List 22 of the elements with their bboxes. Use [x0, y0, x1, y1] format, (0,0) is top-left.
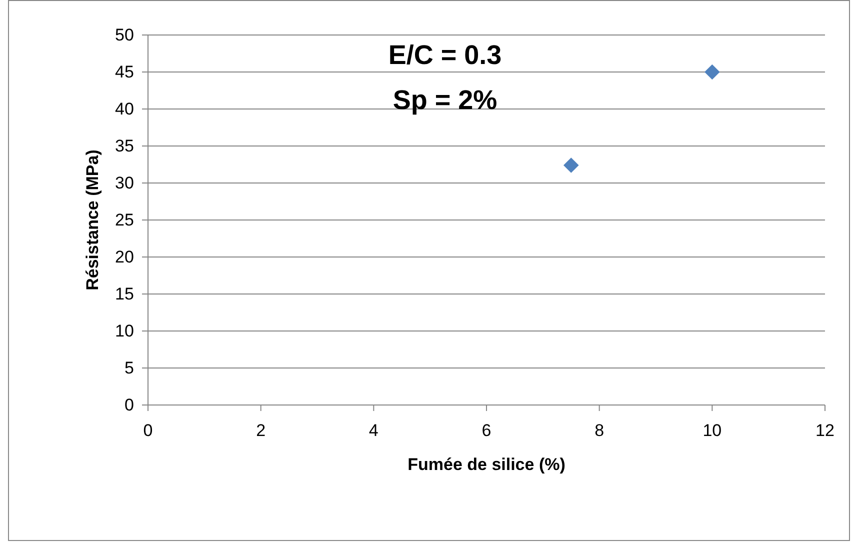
y-tick-label: 25	[114, 210, 134, 230]
annotation: Sp = 2%	[392, 85, 498, 115]
x-tick-label: 4	[368, 421, 378, 440]
x-tick-label: 0	[143, 421, 153, 440]
x-tick-label: 8	[594, 421, 604, 440]
x-tick-label: 2	[256, 421, 266, 440]
y-tick-label: 35	[114, 136, 134, 156]
x-axis-title: Fumée de silice (%)	[408, 455, 566, 474]
x-tick-label: 12	[816, 421, 834, 440]
x-tick-label: 10	[702, 421, 722, 440]
y-tick-label: 15	[114, 284, 134, 304]
y-tick-label: 40	[114, 99, 134, 118]
y-tick-label: 45	[114, 62, 134, 82]
y-tick-label: 5	[124, 358, 134, 378]
y-axis-title: Résistance (MPa)	[83, 150, 102, 290]
y-tick-label: 30	[114, 173, 134, 192]
annotation: E/C = 0.3	[388, 40, 502, 70]
y-tick-label: 50	[114, 25, 134, 44]
y-tick-label: 0	[124, 395, 134, 414]
x-tick-label: 6	[482, 421, 492, 440]
y-tick-label: 20	[114, 247, 134, 266]
y-tick-label: 10	[114, 321, 134, 340]
